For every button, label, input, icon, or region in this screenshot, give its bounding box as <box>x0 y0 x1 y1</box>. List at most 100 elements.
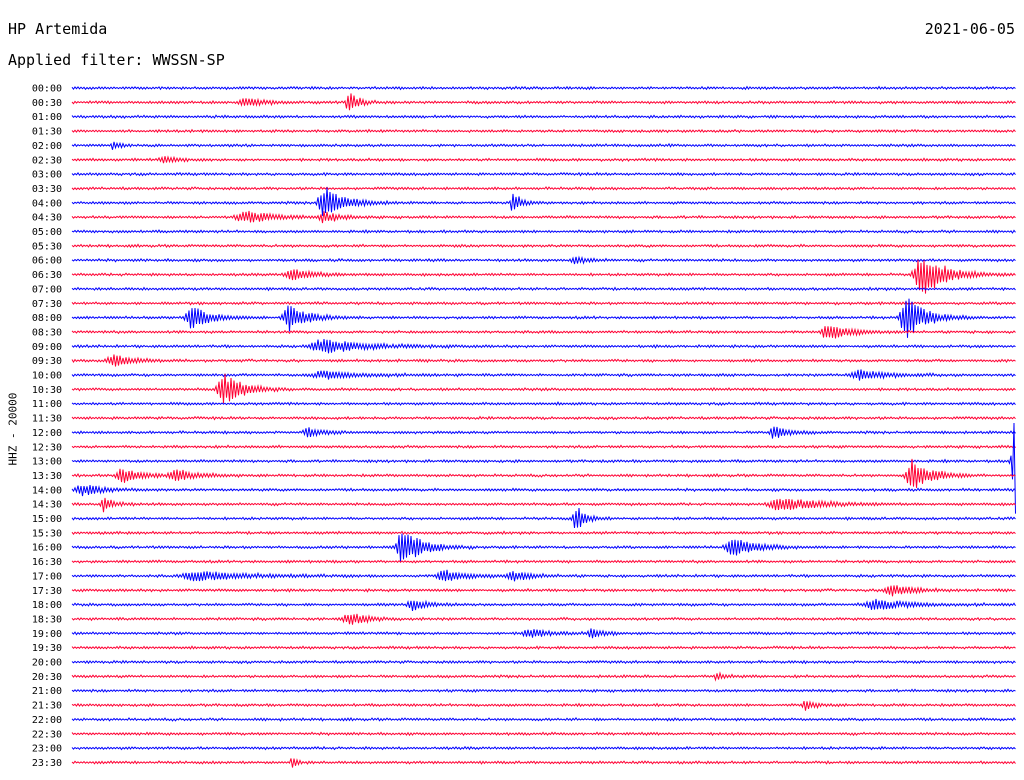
time-tick-label: 22:00 <box>32 715 62 726</box>
trace-line <box>71 259 1016 294</box>
time-tick-label: 16:00 <box>32 543 62 554</box>
trace-line <box>71 401 1016 407</box>
trace-line <box>71 338 1016 354</box>
trace-line <box>71 326 1016 339</box>
trace-line <box>71 141 1016 150</box>
trace-line <box>71 530 1016 536</box>
trace-line <box>71 243 1016 249</box>
time-tick-label: 08:00 <box>32 313 62 324</box>
station-title: HP Artemida <box>8 20 108 38</box>
time-tick-label: 03:30 <box>32 184 62 195</box>
trace-line <box>71 485 1016 497</box>
trace-line <box>71 426 1016 439</box>
time-tick-label: 09:30 <box>32 356 62 367</box>
time-tick-label: 11:00 <box>32 399 62 410</box>
time-tick-label: 05:00 <box>32 227 62 238</box>
trace-line <box>71 745 1016 751</box>
time-tick-label: 17:30 <box>32 586 62 597</box>
time-tick-label: 07:30 <box>32 299 62 310</box>
trace-line <box>71 415 1016 421</box>
time-tick-label: 20:00 <box>32 658 62 669</box>
time-tick-label: 17:00 <box>32 571 62 582</box>
trace-line <box>71 255 1016 265</box>
trace-line <box>71 758 1016 768</box>
trace-line <box>71 354 1016 367</box>
time-tick-label: 12:00 <box>32 428 62 439</box>
time-tick-label: 02:00 <box>32 141 62 152</box>
trace-line <box>71 186 1016 191</box>
trace-line <box>71 569 1016 582</box>
trace-line <box>71 373 1016 404</box>
trace-line <box>71 93 1016 111</box>
trace-line <box>71 114 1016 119</box>
trace-line <box>71 700 1016 711</box>
trace-line <box>71 645 1016 651</box>
trace-line <box>71 497 1016 513</box>
trace-line <box>71 533 1016 562</box>
trace-line <box>71 613 1016 625</box>
time-tick-label: 23:30 <box>32 758 62 769</box>
trace-line <box>71 717 1016 722</box>
time-tick-label: 15:00 <box>32 514 62 525</box>
time-tick-label: 19:00 <box>32 629 62 640</box>
time-tick-label: 21:00 <box>32 686 62 697</box>
trace-line <box>71 628 1016 639</box>
time-tick-label: 20:30 <box>32 672 62 683</box>
time-tick-label: 04:30 <box>32 213 62 224</box>
time-tick-label: 10:30 <box>32 385 62 396</box>
time-tick-label: 11:30 <box>32 414 62 425</box>
time-tick-label: 15:30 <box>32 528 62 539</box>
trace-line <box>71 210 1016 224</box>
time-tick-label: 12:30 <box>32 442 62 453</box>
time-tick-label: 07:00 <box>32 284 62 295</box>
time-tick-label: 10:00 <box>32 371 62 382</box>
time-tick-label: 06:30 <box>32 270 62 281</box>
time-tick-label: 00:00 <box>32 84 62 95</box>
trace-line <box>71 128 1016 134</box>
time-tick-label: 14:00 <box>32 485 62 496</box>
time-tick-label: 21:30 <box>32 701 62 712</box>
time-tick-label: 04:00 <box>32 198 62 209</box>
time-tick-label: 19:30 <box>32 643 62 654</box>
trace-line <box>71 171 1016 177</box>
time-tick-label: 16:30 <box>32 557 62 568</box>
trace-line <box>71 155 1016 164</box>
time-tick-label: 00:30 <box>32 98 62 109</box>
filter-label: Applied filter: WWSSN-SP <box>8 51 225 69</box>
time-tick-label: 13:30 <box>32 471 62 482</box>
trace-line <box>71 659 1016 665</box>
trace-line <box>71 559 1016 564</box>
time-tick-label: 01:30 <box>32 127 62 138</box>
time-tick-label: 05:30 <box>32 241 62 252</box>
time-tick-label: 18:00 <box>32 600 62 611</box>
trace-line <box>71 671 1016 682</box>
trace-line <box>71 369 1016 381</box>
trace-line <box>71 458 1016 488</box>
trace-line <box>71 598 1016 611</box>
time-tick-label: 06:00 <box>32 256 62 267</box>
date-label: 2021-06-05 <box>924 20 1015 38</box>
trace-line <box>71 688 1016 694</box>
trace-line <box>71 731 1016 737</box>
trace-line <box>71 187 1016 216</box>
time-tick-label: 02:30 <box>32 155 62 166</box>
time-tick-label: 22:30 <box>32 729 62 740</box>
trace-line <box>71 228 1016 234</box>
trace-line <box>71 507 1016 529</box>
time-tick-label: 03:00 <box>32 170 62 181</box>
trace-line <box>71 444 1016 450</box>
time-tick-label: 23:00 <box>32 744 62 755</box>
trace-line <box>71 298 1016 338</box>
trace-line <box>71 422 1016 514</box>
time-tick-label: 14:30 <box>32 500 62 511</box>
trace-line <box>71 585 1016 597</box>
time-tick-label: 13:00 <box>32 457 62 468</box>
trace-line <box>71 300 1016 306</box>
time-tick-label: 01:00 <box>32 112 62 123</box>
time-tick-label: 08:30 <box>32 327 62 338</box>
time-tick-label: 18:30 <box>32 614 62 625</box>
trace-line <box>71 286 1016 292</box>
time-tick-label: 09:00 <box>32 342 62 353</box>
trace-line <box>71 85 1016 91</box>
